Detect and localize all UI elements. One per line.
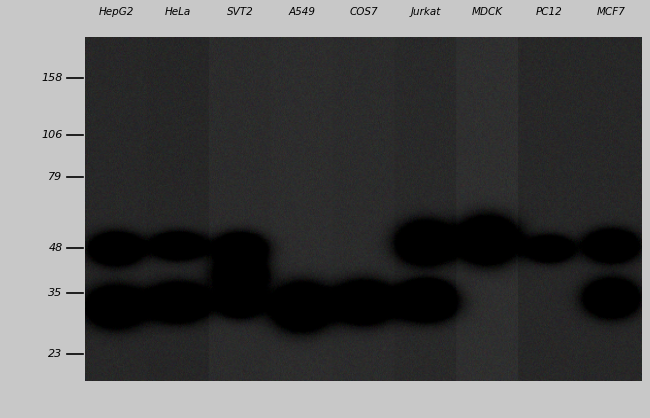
Text: A549: A549 [289,7,315,17]
Text: PC12: PC12 [536,7,563,17]
Text: 48: 48 [48,243,62,253]
Text: 106: 106 [41,130,62,140]
Text: MDCK: MDCK [472,7,503,17]
Text: COS7: COS7 [349,7,378,17]
Text: 158: 158 [41,73,62,83]
Text: HepG2: HepG2 [99,7,134,17]
Text: 23: 23 [48,349,62,359]
Text: HeLa: HeLa [165,7,191,17]
Text: SVT2: SVT2 [227,7,254,17]
Text: 35: 35 [48,288,62,298]
Text: MCF7: MCF7 [597,7,625,17]
Text: 79: 79 [48,172,62,182]
Text: Jurkat: Jurkat [410,7,441,17]
